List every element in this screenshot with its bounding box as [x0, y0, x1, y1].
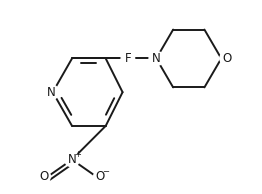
Text: O: O [96, 170, 105, 183]
Circle shape [37, 170, 50, 183]
Text: N: N [152, 52, 161, 65]
Circle shape [149, 51, 163, 66]
Text: −: − [102, 167, 109, 176]
Text: O: O [39, 170, 48, 183]
Text: F: F [124, 52, 131, 65]
Text: N: N [68, 153, 77, 166]
Circle shape [220, 52, 233, 65]
Text: O: O [222, 52, 231, 65]
Circle shape [44, 85, 59, 99]
Circle shape [94, 170, 107, 183]
Circle shape [121, 52, 135, 65]
Text: N: N [47, 86, 56, 99]
Text: +: + [74, 150, 81, 159]
Circle shape [65, 152, 79, 167]
